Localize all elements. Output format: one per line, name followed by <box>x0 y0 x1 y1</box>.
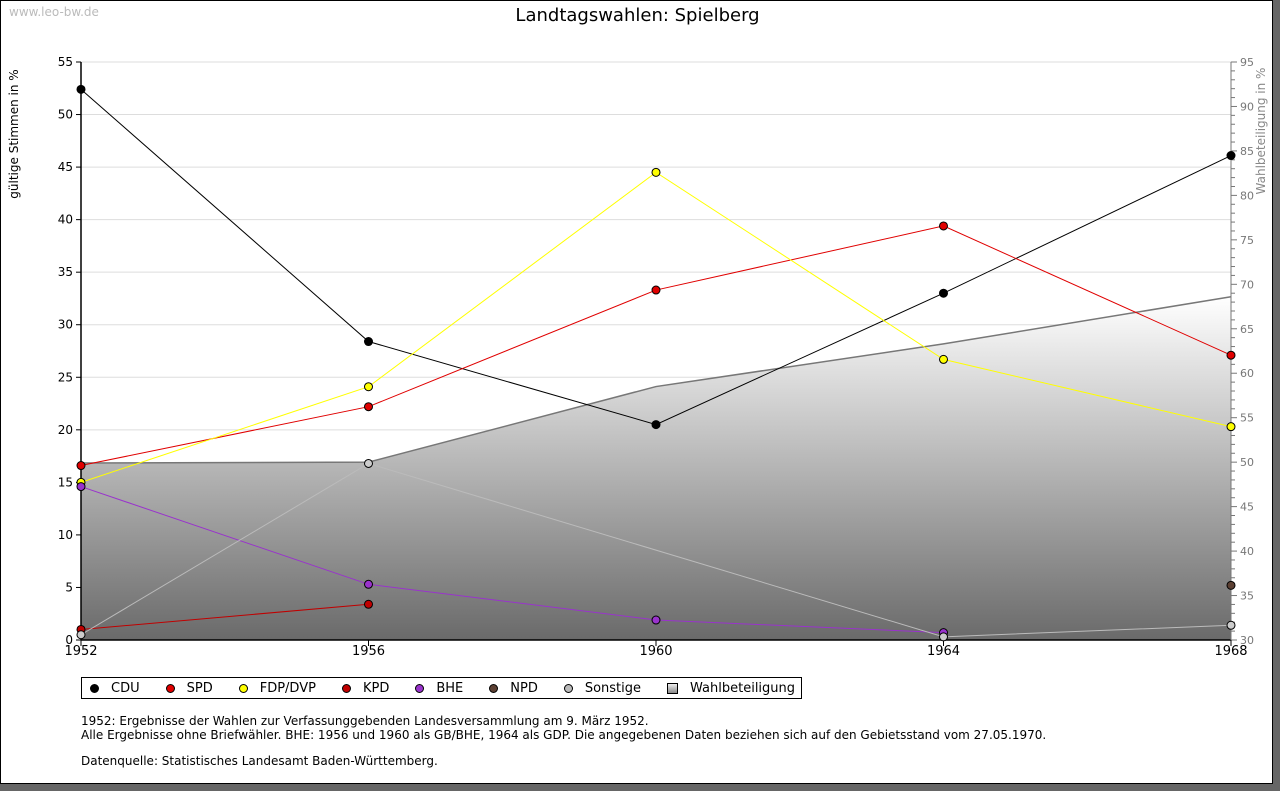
legend-label: BHE <box>436 680 464 696</box>
marker-sonstige <box>76 630 86 640</box>
chart-svg: 0 5 10 15 20 25 30 35 40 45 50 55 30 35 40 45 50 55 60 65 70… <box>7 55 1268 659</box>
y2-tick-label: 95 <box>1240 56 1254 69</box>
marker-fdp-dvp <box>939 354 948 364</box>
chart-title: Landtagswahlen: Spielberg <box>515 5 760 26</box>
marker-fdp-dvp <box>364 382 373 392</box>
y2-tick-label: 65 <box>1240 323 1254 336</box>
y-tick-label: 45 <box>58 160 73 174</box>
legend-item-cdu: CDU <box>88 680 140 696</box>
y2-tick-label: 50 <box>1240 456 1254 469</box>
axes: 0 5 10 15 20 25 30 35 40 45 50 55 30 35 40 45 50 55 60 65 70… <box>58 55 1254 659</box>
legend-item-wahlbeteiligung: Wahlbeteiligung <box>667 681 795 696</box>
legend-marker-icon <box>561 681 575 695</box>
legend-item-npd: NPD <box>487 680 538 696</box>
marker-spd <box>939 221 948 231</box>
legend-marker-icon <box>487 681 501 695</box>
y-tick-label: 55 <box>58 55 73 69</box>
y2-tick-label: 55 <box>1240 412 1254 425</box>
y-tick-label: 50 <box>58 108 73 122</box>
legend-marker-icon <box>88 681 101 695</box>
legend: CDU SPD FDP/DVP KPD BHE NPD Sonstige Wahlbeteil… <box>81 677 803 699</box>
legend-marker-icon <box>163 681 177 695</box>
marker-sonstige <box>939 632 948 642</box>
marker-cdu <box>651 420 661 430</box>
y-axis-label: gültige Stimmen in % <box>7 69 21 198</box>
x-tick-label: 1956 <box>352 644 385 659</box>
y-tick-label: 0 <box>65 633 73 647</box>
marker-spd <box>651 285 661 295</box>
legend-label: Sonstige <box>584 680 642 696</box>
marker-npd <box>1226 580 1236 590</box>
legend-item-bhe: BHE <box>413 680 464 696</box>
marker-cdu <box>364 337 373 347</box>
y-tick-label: 10 <box>58 528 73 542</box>
watermark: www.leo-bw.de <box>9 5 99 19</box>
y2-tick-label: 60 <box>1240 367 1254 380</box>
marker-fdp-dvp <box>1226 422 1236 432</box>
wahlbeteiligung-line <box>80 296 1232 464</box>
legend-item-kpd: KPD <box>340 680 390 696</box>
y2-tick-label: 85 <box>1240 145 1254 158</box>
x-tick-label: 1968 <box>1214 644 1247 659</box>
series-line-sonstige <box>80 462 1232 638</box>
legend-item-sonstige: Sonstige <box>561 680 642 696</box>
marker-spd <box>76 461 86 471</box>
legend-label: SPD <box>186 680 213 696</box>
legend-label: Wahlbeteiligung <box>690 680 796 696</box>
y-tick-label: 15 <box>58 475 73 489</box>
marker-bhe <box>76 482 86 492</box>
legend-marker-icon <box>413 681 427 695</box>
wahlbeteiligung-area <box>80 296 1232 640</box>
y-tick-label: 30 <box>58 318 73 332</box>
legend-marker-icon <box>236 681 250 695</box>
wahlbeteiligung-fill <box>81 296 1231 640</box>
y-tick-label: 25 <box>58 370 73 384</box>
marker-cdu <box>939 288 948 298</box>
y2-tick-label: 40 <box>1240 545 1254 558</box>
y2-tick-label: 35 <box>1240 590 1254 603</box>
y-tick-label: 5 <box>65 580 73 594</box>
note-2: Alle Ergebnisse ohne Briefwähler. BHE: 1… <box>81 728 1047 742</box>
marker-fdp-dvp <box>651 167 661 177</box>
legend-label: KPD <box>362 680 390 696</box>
y-tick-label: 20 <box>58 423 73 437</box>
y-tick-label: 35 <box>58 265 73 279</box>
legend-item-fdp-dvp: FDP/DVP <box>236 680 316 696</box>
legend-marker-icon <box>340 681 353 695</box>
x-tick-label: 1952 <box>64 644 97 659</box>
marker-cdu <box>76 84 86 94</box>
marker-sonstige <box>364 458 373 468</box>
note-1: 1952: Ergebnisse der Wahlen zur Verfassu… <box>81 714 649 728</box>
legend-label: FDP/DVP <box>259 680 316 696</box>
series-markers <box>76 84 1236 642</box>
y-tick-label: 40 <box>58 213 73 227</box>
marker-sonstige <box>1226 620 1236 630</box>
notes: 1952: Ergebnisse der Wahlen zur Verfassu… <box>81 714 1046 768</box>
y2-tick-label: 70 <box>1240 278 1254 291</box>
marker-cdu <box>1226 151 1236 161</box>
marker-bhe <box>651 615 661 625</box>
y2-tick-label: 45 <box>1240 501 1254 514</box>
y2-tick-label: 80 <box>1240 189 1254 202</box>
legend-label: CDU <box>111 680 140 696</box>
marker-bhe <box>364 579 373 589</box>
series-line-kpd <box>80 603 369 630</box>
y2-axis-label: Wahlbeteiligung in % <box>1254 68 1268 195</box>
legend-area-icon <box>667 682 679 694</box>
x-tick-label: 1964 <box>927 644 960 659</box>
x-tick-label: 1960 <box>639 644 672 659</box>
legend-label: NPD <box>510 680 538 696</box>
legend-item-spd: SPD <box>163 680 213 696</box>
marker-spd <box>364 402 373 412</box>
data-source: Datenquelle: Statistisches Landesamt Bad… <box>81 754 438 768</box>
series-line-bhe <box>80 486 944 634</box>
marker-kpd <box>364 599 373 609</box>
y2-tick-label: 30 <box>1240 634 1254 647</box>
y2-tick-label: 75 <box>1240 234 1254 247</box>
marker-spd <box>1226 350 1236 360</box>
y2-tick-label: 90 <box>1240 100 1254 113</box>
